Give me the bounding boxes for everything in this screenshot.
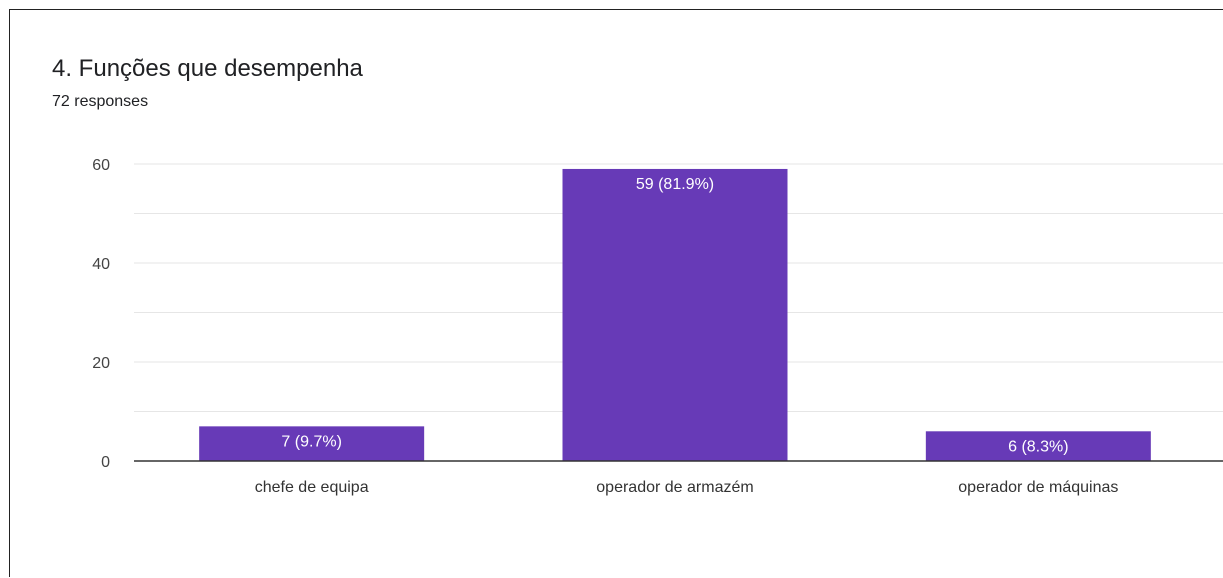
x-tick-label: chefe de equipa [255, 479, 369, 496]
bar-value-label: 59 (81.9%) [636, 176, 714, 193]
x-tick-label: operador de máquinas [958, 479, 1118, 496]
y-tick-label: 40 [92, 256, 110, 273]
responses-count: 72 responses [52, 93, 149, 110]
bar [562, 168, 788, 461]
bar [925, 431, 1151, 461]
bar-value-label: 7 (9.7%) [281, 433, 341, 450]
y-tick-label: 60 [92, 157, 110, 174]
bar-value-label: 6 (8.3%) [1008, 438, 1068, 455]
y-tick-label: 0 [101, 454, 110, 471]
bar-chart: 0 20 40 60 7 (9.7%) chefe de equipa 59 (81.9%)… [92, 157, 1223, 496]
x-tick-label: operador de armazém [596, 479, 753, 496]
question-title: 4. Funções que desempenha [52, 55, 363, 82]
chart-card: 4. Funções que desempenha 72 responses 0… [9, 9, 1223, 577]
bar [199, 426, 425, 461]
y-tick-label: 20 [92, 355, 110, 372]
